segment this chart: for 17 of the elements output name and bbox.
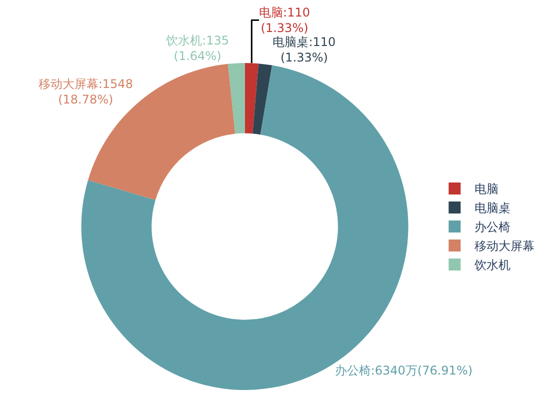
donut-slice bbox=[228, 63, 245, 134]
donut-slice bbox=[244, 63, 258, 134]
text: (1.64%) bbox=[174, 49, 222, 64]
donut-slice bbox=[252, 64, 272, 135]
category-label: 电脑:110 bbox=[259, 5, 310, 20]
text: (1.33%) bbox=[260, 20, 308, 35]
category-label: 饮水机:135 bbox=[166, 34, 229, 48]
category-label: 移动大屏幕:1548 bbox=[38, 77, 133, 92]
legend-label: 电脑桌 bbox=[474, 201, 511, 216]
text: (1.33%) bbox=[280, 50, 328, 65]
legend-label: 办公椅 bbox=[474, 220, 511, 234]
legend-label: 电脑 bbox=[474, 182, 499, 196]
category-label: 电脑桌:110 bbox=[272, 34, 336, 49]
legend-label: 饮水机 bbox=[474, 258, 511, 272]
legend-label: 移动大屏幕 bbox=[474, 239, 535, 254]
category-label: 办公椅:6340万(76.91%) bbox=[334, 363, 473, 378]
text: (18.78%) bbox=[58, 92, 114, 107]
